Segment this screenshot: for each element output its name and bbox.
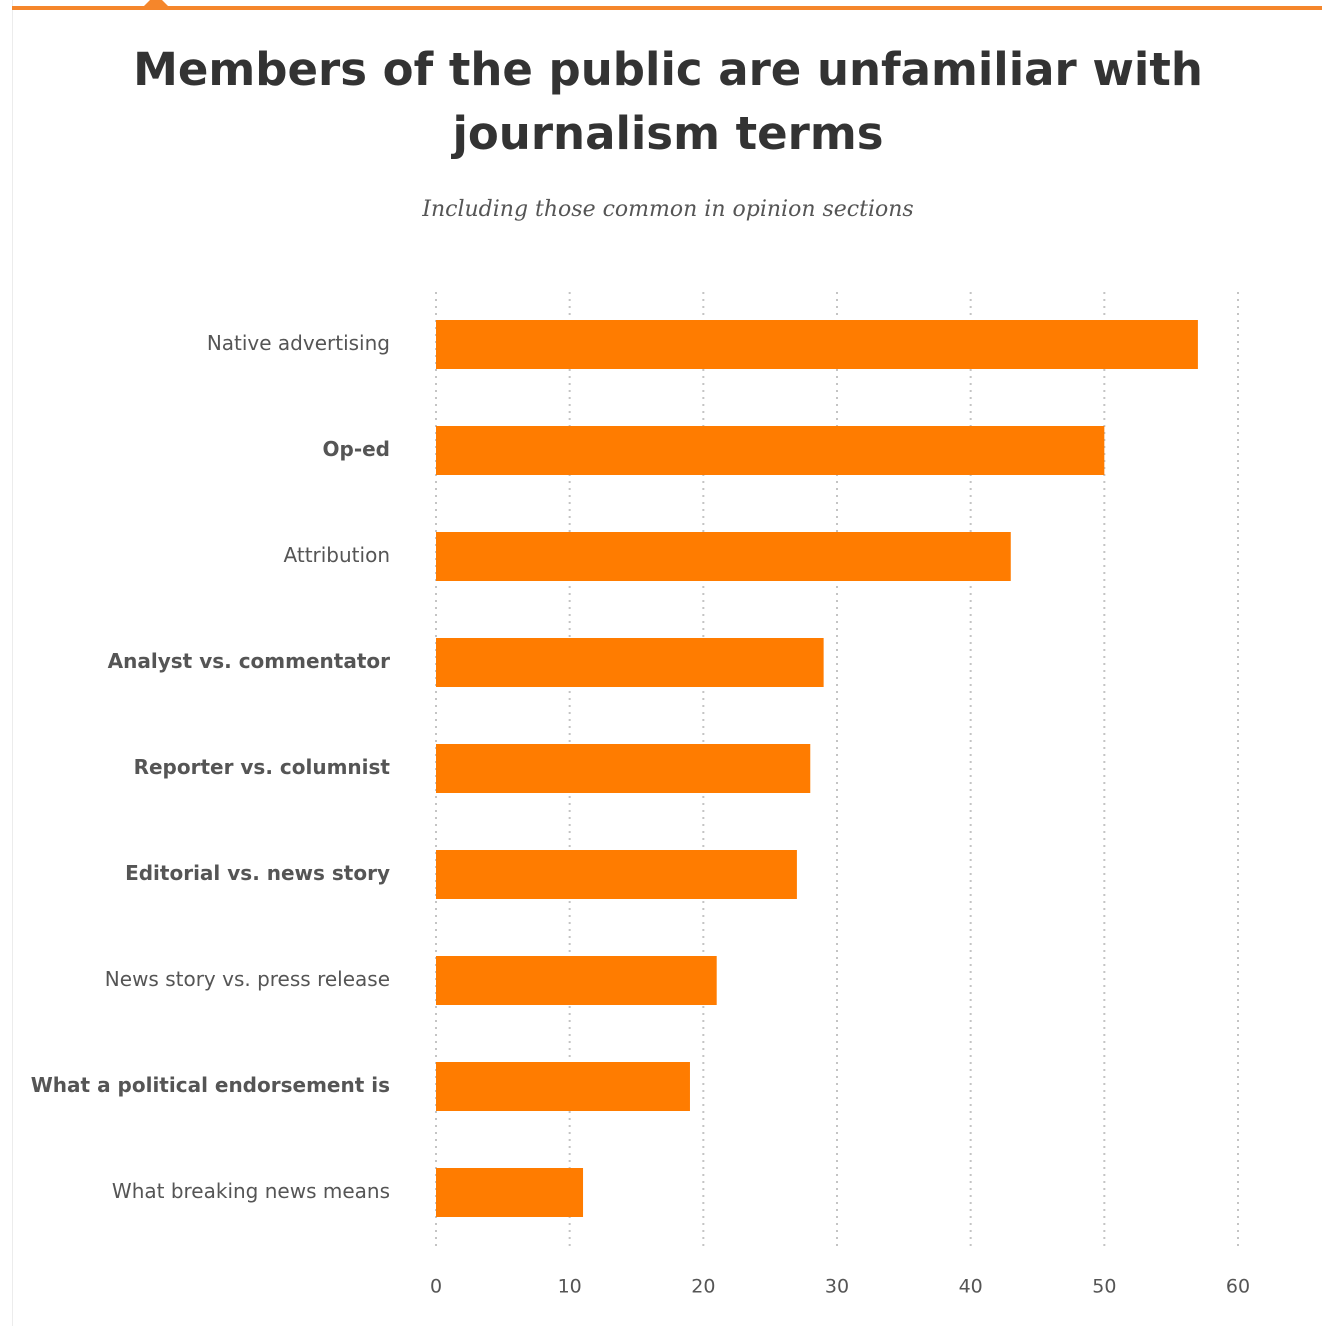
chart-title: Members of the public are unfamiliar wit…	[133, 43, 1203, 160]
bar	[436, 426, 1105, 475]
category-label: What a political endorsement is	[31, 1073, 390, 1097]
top-notch-marker	[144, 0, 168, 6]
x-tick-label: 30	[825, 1276, 849, 1298]
x-axis-tick-labels: 0 10 20 30 40 50 60	[430, 1276, 1250, 1298]
x-tick-label: 20	[691, 1276, 715, 1298]
category-label: Op-ed	[323, 437, 391, 461]
bar	[436, 744, 811, 793]
bar	[436, 638, 824, 687]
bar	[436, 532, 1011, 581]
x-tick-label: 10	[558, 1276, 582, 1298]
category-label: Attribution	[284, 543, 390, 567]
category-label: Editorial vs. news story	[125, 861, 390, 885]
x-tick-label: 0	[430, 1276, 442, 1298]
bar	[436, 1062, 690, 1111]
bar	[436, 320, 1198, 369]
category-label: Reporter vs. columnist	[134, 755, 391, 779]
left-edge-border	[0, 0, 13, 1326]
bar	[436, 956, 717, 1005]
category-labels: Native advertising Op-ed Attribution Analys…	[31, 331, 391, 1203]
x-tick-label: 60	[1226, 1276, 1250, 1298]
category-label: News story vs. press release	[105, 967, 390, 991]
x-tick-label: 50	[1092, 1276, 1116, 1298]
category-label: Native advertising	[207, 331, 390, 355]
category-label: What breaking news means	[112, 1179, 390, 1203]
bar	[436, 1168, 584, 1217]
chart-subtitle: Including those common in opinion sectio…	[422, 197, 914, 222]
bar	[436, 850, 797, 899]
top-accent-rule	[12, 6, 1322, 10]
x-tick-label: 40	[959, 1276, 983, 1298]
category-label: Analyst vs. commentator	[108, 649, 390, 673]
bars	[436, 320, 1198, 1217]
